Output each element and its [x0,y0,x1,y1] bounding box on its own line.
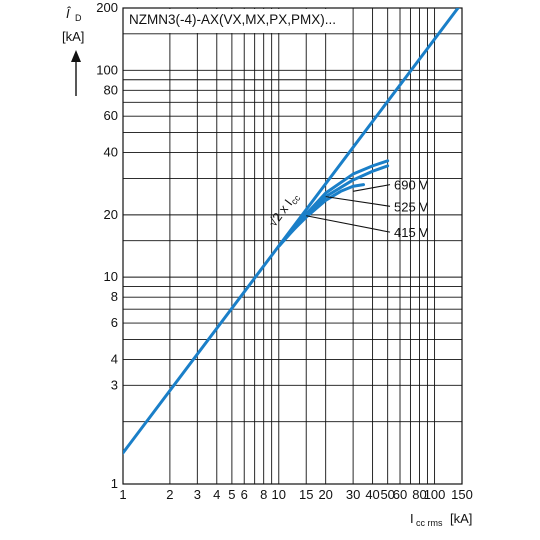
grid [122,7,463,485]
curves [123,8,460,455]
leader-690-v [353,184,391,192]
y-axis-label: Î D [kA] [62,6,84,96]
title-background [124,9,336,33]
chart-title: NZMN3(-4)-AX(VX,MX,PX,PMX)... [129,12,336,27]
x-tick-label: 15 [299,487,313,502]
x-tick-label: 2 [166,487,173,502]
annotation-525-v: 525 V [394,199,428,214]
y-axis-arrowhead [71,50,81,62]
y-tick-label: 40 [104,145,118,160]
x-axis-subscript: cc rms [416,518,443,528]
annotation-690-v: 690 V [394,178,428,193]
series-line-690-v [277,183,366,248]
leader-415-v [306,215,391,233]
y-tick-labels: 1 3 4 6 8 10 20 40 60 80 100 200 [96,0,118,491]
y-tick-label: 80 [104,82,118,97]
x-tick-label: 20 [318,487,332,502]
leader-lines [306,184,391,233]
y-axis-subscript: D [75,13,82,23]
x-tick-label: 4 [213,487,220,502]
annotation-415-v: 415 V [394,225,428,240]
x-axis-unit: [kA] [450,511,472,526]
y-tick-label: 4 [111,351,118,366]
x-tick-label: 30 [346,487,360,502]
y-tick-label: 20 [104,207,118,222]
x-tick-label: 60 [393,487,407,502]
x-tick-label: 8 [260,487,267,502]
x-tick-label: 5 [228,487,235,502]
leader-525-v [325,196,391,207]
y-tick-label: 1 [111,476,118,491]
y-tick-label: 10 [104,269,118,284]
plot-frame [122,7,463,485]
x-tick-label: 1 [119,487,126,502]
y-tick-label: 60 [104,108,118,123]
y-tick-label: 8 [111,289,118,304]
x-tick-label: 10 [272,487,286,502]
x-axis-symbol: I [410,511,414,526]
x-tick-label: 100 [424,487,446,502]
y-tick-label: 200 [96,0,118,15]
x-tick-label: 3 [194,487,201,502]
y-tick-label: 3 [111,377,118,392]
y-tick-label: 100 [96,62,118,77]
x-tick-label: 6 [241,487,248,502]
y-axis-unit: [kA] [62,29,84,44]
y-axis-symbol: Î [66,6,72,21]
x-axis-label: I cc rms [kA] [410,511,472,528]
annotations: 690 V 525 V 415 V [394,178,428,241]
y-tick-label: 6 [111,315,118,330]
curve-label-root: √2 [266,210,286,229]
x-tick-label: 80 [412,487,426,502]
series-line-415-v [277,159,390,248]
x-tick-label: 50 [380,487,394,502]
x-tick-label: 40 [365,487,379,502]
x-tick-label: 150 [451,487,473,502]
